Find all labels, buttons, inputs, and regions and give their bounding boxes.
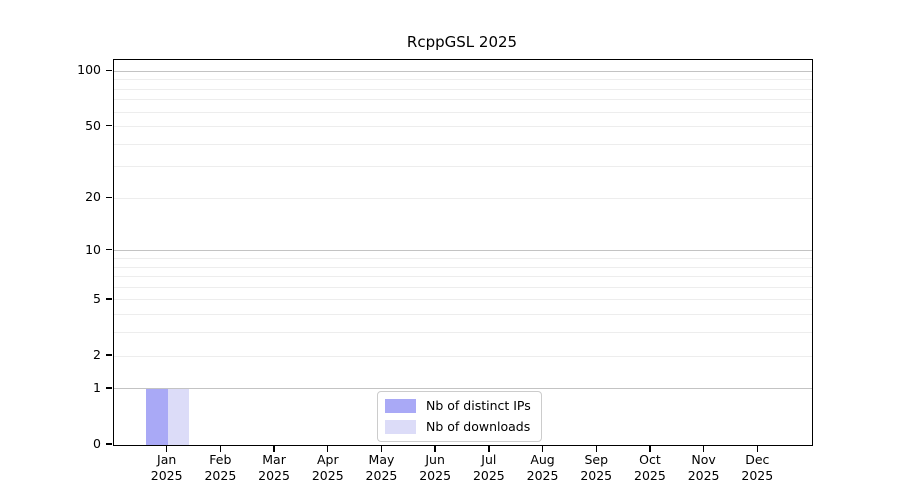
y-tick-mark <box>105 354 112 356</box>
x-tick-month: Jul <box>481 452 497 467</box>
x-tick-mark <box>434 445 436 452</box>
major-gridline <box>114 250 812 252</box>
y-tick-label: 0 <box>93 436 101 451</box>
chart-title: RcppGSL 2025 <box>406 33 518 51</box>
legend-item-distinct-ips: Nb of distinct IPs <box>385 398 531 413</box>
x-tick-label: Jan 2025 <box>136 452 198 483</box>
x-tick-mark <box>273 445 275 452</box>
y-tick-label: 20 <box>85 189 101 205</box>
minor-gridline <box>114 332 812 334</box>
y-tick-mark <box>105 298 112 300</box>
x-tick-year: 2025 <box>580 467 613 483</box>
major-gridline <box>114 388 812 390</box>
legend-swatch-downloads <box>385 419 416 434</box>
minor-gridline <box>114 276 812 278</box>
x-tick-label: Dec 2025 <box>726 452 788 483</box>
x-tick-year: 2025 <box>311 467 344 483</box>
y-tick-label: 1 <box>93 379 101 395</box>
minor-gridline <box>114 143 812 145</box>
x-tick-month: Mar <box>262 452 286 467</box>
major-gridline <box>114 70 812 72</box>
x-tick-label: Apr 2025 <box>297 452 359 483</box>
x-tick-month: Jun <box>425 452 445 467</box>
x-tick-year: 2025 <box>741 467 774 483</box>
x-tick-month: Feb <box>209 452 232 467</box>
x-tick-mark <box>649 445 651 452</box>
x-tick-label: Sep 2025 <box>565 452 627 483</box>
minor-gridline <box>114 299 812 301</box>
minor-gridline <box>114 197 812 199</box>
x-tick-mark <box>327 445 329 452</box>
minor-gridline <box>114 258 812 259</box>
x-tick-mark <box>219 445 222 452</box>
x-tick-mark <box>488 445 490 452</box>
minor-gridline <box>114 111 812 113</box>
x-tick-month: Aug <box>530 452 555 467</box>
x-tick-year: 2025 <box>419 467 452 483</box>
y-tick-mark <box>105 387 112 389</box>
y-tick-mark <box>105 196 112 199</box>
x-tick-year: 2025 <box>150 467 183 483</box>
x-tick-mark <box>595 445 597 452</box>
x-tick-year: 2025 <box>634 467 666 483</box>
x-tick-year: 2025 <box>472 467 505 483</box>
x-tick-mark <box>165 445 168 452</box>
x-tick-mark <box>380 445 383 452</box>
legend-item-downloads: Nb of downloads <box>385 419 531 434</box>
x-tick-month: Dec <box>745 452 770 467</box>
y-tick-mark <box>105 69 112 71</box>
x-tick-mark <box>702 445 705 452</box>
x-tick-year: 2025 <box>365 467 398 483</box>
x-tick-month: Oct <box>639 452 661 467</box>
x-tick-year: 2025 <box>204 467 237 483</box>
x-tick-month: May <box>368 452 395 467</box>
x-tick-year: 2025 <box>687 467 720 483</box>
minor-gridline <box>114 286 812 288</box>
x-tick-label: Jun 2025 <box>404 452 466 483</box>
y-tick-label: 5 <box>93 290 101 306</box>
x-tick-label: Mar 2025 <box>243 452 305 483</box>
x-tick-label: Jul 2025 <box>458 452 520 483</box>
minor-gridline <box>114 355 812 357</box>
legend: Nb of distinct IPs Nb of downloads <box>377 391 542 442</box>
y-tick-label: 50 <box>85 117 101 133</box>
x-tick-label: May 2025 <box>350 452 412 483</box>
x-tick-year: 2025 <box>258 467 290 483</box>
x-tick-label: Aug 2025 <box>512 452 574 483</box>
y-tick-label: 100 <box>77 62 101 78</box>
minor-gridline <box>114 88 812 90</box>
minor-gridline <box>114 314 812 316</box>
x-tick-year: 2025 <box>526 467 559 483</box>
minor-gridline <box>114 99 812 101</box>
x-tick-month: Jan <box>157 452 177 467</box>
x-tick-mark <box>541 445 544 452</box>
x-tick-month: Sep <box>584 452 608 467</box>
x-tick-mark <box>756 445 758 452</box>
y-tick-mark <box>105 249 112 251</box>
legend-label: Nb of downloads <box>426 419 531 434</box>
minor-gridline <box>114 166 812 168</box>
x-tick-label: Oct 2025 <box>619 452 681 483</box>
y-tick-mark <box>105 443 112 445</box>
minor-gridline <box>114 79 812 81</box>
x-tick-month: Nov <box>691 452 716 467</box>
x-tick-label: Feb 2025 <box>189 452 251 483</box>
minor-gridline <box>114 126 812 128</box>
bar-downloads <box>167 388 190 445</box>
plot-area <box>113 59 813 446</box>
y-tick-label: 2 <box>93 347 101 363</box>
x-tick-month: Apr <box>316 452 339 467</box>
legend-swatch-distinct-ips <box>385 398 416 413</box>
legend-label: Nb of distinct IPs <box>426 398 531 413</box>
y-tick-mark <box>105 124 112 127</box>
bar-distinct-ips <box>145 388 168 445</box>
x-tick-label: Nov 2025 <box>673 452 735 483</box>
minor-gridline <box>114 266 812 268</box>
y-tick-label: 10 <box>85 241 101 257</box>
